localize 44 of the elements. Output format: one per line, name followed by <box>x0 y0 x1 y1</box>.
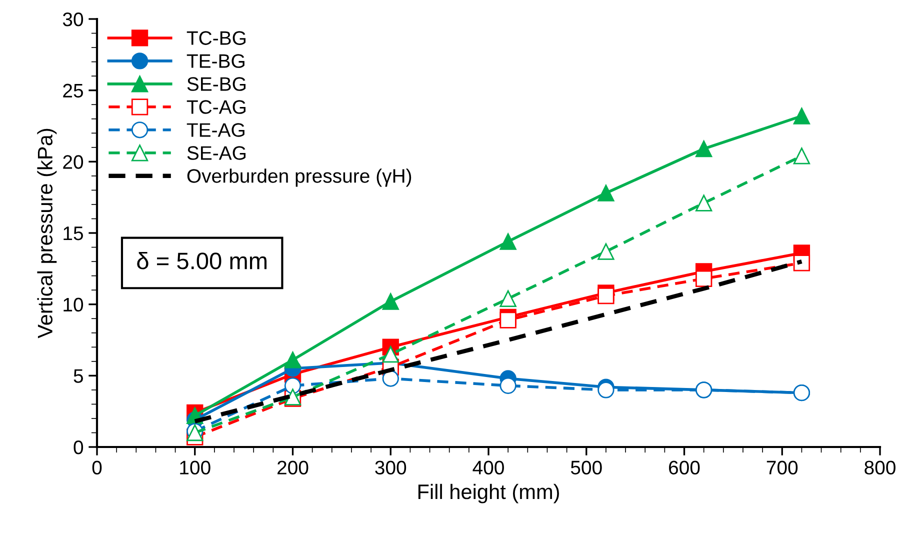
point <box>793 108 810 124</box>
x-tick-label: 600 <box>669 460 700 474</box>
x-tick-label: 500 <box>570 460 602 474</box>
point <box>598 184 614 202</box>
point <box>695 194 712 212</box>
legend-label: TC-BG <box>186 31 246 45</box>
y-tick-label: 20 <box>63 155 84 169</box>
y-tick-label: 15 <box>64 226 83 240</box>
point <box>382 370 399 387</box>
y-tick-label: 30 <box>62 12 84 26</box>
x-tick-label: 700 <box>766 460 798 474</box>
y-tick-label: 25 <box>63 84 83 98</box>
point <box>500 312 516 328</box>
y-tick-label: 10 <box>64 298 84 312</box>
point <box>695 270 712 287</box>
point <box>500 290 516 307</box>
point <box>695 140 712 158</box>
point <box>598 382 614 398</box>
point <box>382 293 399 310</box>
point <box>598 287 614 304</box>
y-tick-label: 0 <box>74 440 84 454</box>
x-tick-label: 100 <box>180 460 210 474</box>
x-tick-label: 0 <box>92 460 102 474</box>
legend-label: SE-BG <box>187 77 246 91</box>
legend-label: TC-AG <box>186 100 246 114</box>
annotation: δ = 5.00 mm <box>137 252 266 270</box>
point <box>500 233 516 250</box>
legend-label: TE-BG <box>186 54 244 68</box>
point <box>284 377 302 394</box>
legend-label: Overburden pressure (γH) <box>187 168 412 187</box>
y-axis-title: Vertical pressure (kPa) <box>37 128 57 338</box>
point <box>500 377 516 394</box>
point <box>793 148 810 164</box>
y-tick-label: 5 <box>74 369 83 383</box>
legend-label: TE-AG <box>186 123 244 137</box>
x-tick-label: 300 <box>375 460 406 474</box>
x-tick-label: 200 <box>278 460 308 474</box>
x-tick-label: 800 <box>864 460 896 474</box>
legend-label: SE-AG <box>187 146 246 160</box>
point <box>382 346 399 363</box>
x-tick-label: 400 <box>472 460 504 474</box>
x-axis-title: Fill height (mm) <box>418 484 559 504</box>
point <box>793 254 810 272</box>
point <box>284 352 302 368</box>
